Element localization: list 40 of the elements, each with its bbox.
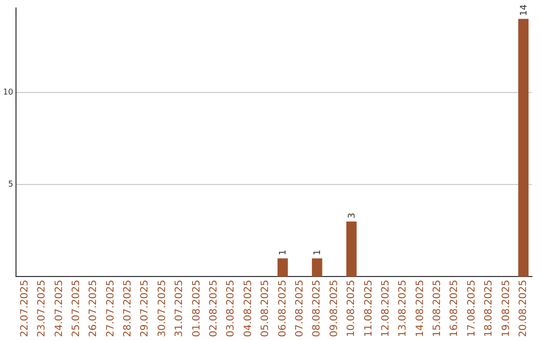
x-tick-label: 11.08.2025 (363, 280, 374, 338)
x-tick-label: 20.08.2025 (518, 280, 529, 338)
bar (518, 18, 529, 277)
data-label: 14 (519, 4, 530, 16)
x-tick-label: 29.07.2025 (140, 280, 151, 338)
x-tick-label: 10.08.2025 (346, 280, 358, 338)
bar (278, 258, 288, 277)
x-tick-label: 22.07.2025 (19, 280, 30, 338)
x-tick-label: 30.07.2025 (156, 280, 168, 338)
x-tick-label: 03.08.2025 (226, 280, 237, 338)
bar (312, 258, 322, 277)
y-tick-label: 5 (8, 180, 14, 189)
data-label: 1 (278, 250, 289, 256)
x-tick-label: 15.08.2025 (432, 280, 444, 338)
x-tick-label: 09.08.2025 (328, 280, 340, 338)
x-tick-label: 12.08.2025 (380, 280, 392, 338)
x-tick-label: 24.07.2025 (54, 280, 65, 338)
x-tick-label: 25.07.2025 (70, 280, 82, 338)
x-tick-label: 23.07.2025 (36, 280, 48, 338)
x-tick-label: 01.08.2025 (191, 280, 202, 338)
x-tick-label: 18.08.2025 (484, 280, 495, 338)
x-tick-label: 05.08.2025 (260, 280, 272, 338)
x-tick-label: 04.08.2025 (242, 280, 254, 338)
x-tick-label: 17.08.2025 (466, 280, 478, 338)
x-tick-label: 02.08.2025 (208, 280, 220, 338)
y-tick-label: 10 (2, 88, 14, 97)
data-label: 1 (313, 250, 324, 256)
x-tick-label: 31.07.2025 (174, 280, 186, 338)
bar (346, 221, 357, 277)
x-tick-label: 14.08.2025 (414, 280, 426, 338)
x-tick-label: 27.07.2025 (105, 280, 116, 338)
x-tick-label: 08.08.2025 (312, 280, 323, 338)
x-tick-label: 06.08.2025 (277, 280, 288, 338)
x-tick-label: 19.08.2025 (500, 280, 512, 338)
data-label: 3 (347, 212, 358, 218)
x-tick-label: 07.08.2025 (294, 280, 306, 338)
x-tick-label: 13.08.2025 (398, 280, 409, 338)
x-tick-label: 16.08.2025 (449, 280, 460, 338)
x-tick-label: 28.07.2025 (122, 280, 134, 338)
x-tick-label: 26.07.2025 (88, 280, 100, 338)
